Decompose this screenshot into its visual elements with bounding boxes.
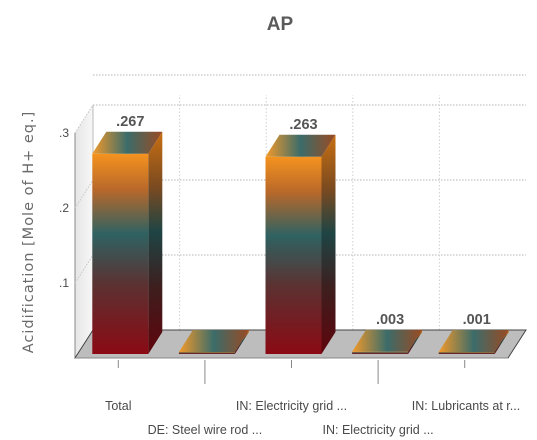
bar-side bbox=[408, 329, 423, 354]
gridline-side bbox=[74, 104, 94, 134]
x-category-label: Total bbox=[105, 399, 131, 413]
x-category-label: IN: Lubricants at r... bbox=[412, 399, 520, 413]
bar-side bbox=[494, 330, 509, 354]
chart-title: AP bbox=[267, 14, 294, 35]
bar-front bbox=[352, 351, 409, 354]
bar-top bbox=[352, 329, 423, 352]
gridline-side bbox=[74, 254, 94, 284]
bar-front bbox=[438, 352, 495, 354]
bar-value-label: .001 bbox=[463, 312, 491, 328]
y-tick-label: .2 bbox=[59, 201, 69, 215]
bar-top bbox=[92, 131, 163, 154]
bar-side bbox=[321, 134, 336, 354]
bar bbox=[92, 131, 163, 354]
bar-side bbox=[234, 330, 249, 354]
bar-top bbox=[178, 330, 249, 352]
bar bbox=[438, 330, 509, 354]
bar bbox=[178, 330, 249, 354]
bar bbox=[352, 329, 423, 354]
bar-front bbox=[265, 156, 322, 354]
bar-top bbox=[265, 134, 336, 157]
y-axis-label: Acidification [Mole of H+ eq.] bbox=[21, 111, 37, 354]
bar-value-label: .263 bbox=[289, 117, 317, 133]
bar-front bbox=[178, 352, 235, 354]
bar-front bbox=[92, 153, 149, 354]
y-tick-label: .3 bbox=[59, 126, 69, 140]
bar-value-label: .267 bbox=[116, 114, 144, 130]
x-category-label: IN: Electricity grid ... bbox=[236, 399, 347, 413]
y-tick-label: .1 bbox=[59, 276, 69, 290]
bar-side bbox=[148, 131, 163, 354]
x-category-label: IN: Electricity grid ... bbox=[323, 423, 434, 437]
bar-value-label: .003 bbox=[376, 312, 404, 328]
bar bbox=[265, 134, 336, 354]
bar-top bbox=[438, 330, 509, 352]
left-side-wall bbox=[75, 105, 93, 358]
gridline-side bbox=[74, 179, 94, 209]
x-category-label: DE: Steel wire rod ... bbox=[148, 423, 263, 437]
